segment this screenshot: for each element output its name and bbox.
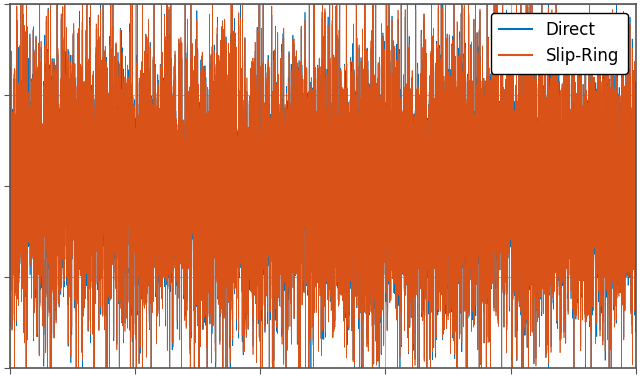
Slip-Ring bbox=[632, 141, 639, 146]
Direct bbox=[6, 148, 13, 152]
Slip-Ring bbox=[312, 126, 319, 130]
Direct bbox=[599, 154, 607, 158]
Line: Slip-Ring: Slip-Ring bbox=[10, 0, 636, 378]
Direct bbox=[32, 160, 40, 164]
Slip-Ring bbox=[32, 171, 40, 176]
Direct bbox=[9, 236, 17, 241]
Direct bbox=[129, 188, 136, 192]
Direct bbox=[44, 216, 51, 221]
Direct bbox=[632, 137, 639, 142]
Slip-Ring bbox=[599, 64, 607, 69]
Slip-Ring bbox=[44, 217, 51, 222]
Direct bbox=[312, 138, 319, 142]
Slip-Ring bbox=[9, 233, 17, 237]
Legend: Direct, Slip-Ring: Direct, Slip-Ring bbox=[491, 12, 627, 73]
Line: Direct: Direct bbox=[10, 0, 636, 378]
Slip-Ring bbox=[6, 149, 13, 153]
Slip-Ring bbox=[129, 176, 136, 180]
